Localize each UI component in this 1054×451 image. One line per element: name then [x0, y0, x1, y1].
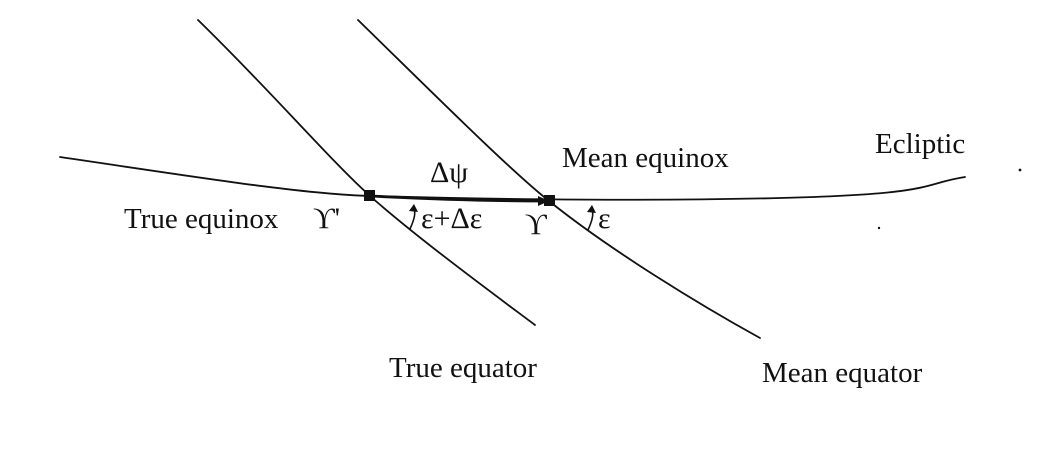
- delta-psi-segment: [369, 194, 550, 203]
- true-obliquity-arrowhead: [409, 204, 418, 212]
- true-equinox-symbol: ϒ': [313, 202, 340, 235]
- ecliptic-label: Ecliptic: [875, 128, 965, 160]
- mean-obliquity-label: ε: [598, 202, 611, 235]
- mean-equinox-symbol: ϒ: [525, 208, 547, 241]
- scan-dot: [1018, 168, 1022, 172]
- true-equinox-point: [364, 190, 375, 201]
- true-equator-curve: [197, 19, 536, 326]
- true-equinox-label: True equinox: [124, 203, 279, 235]
- true-obliquity-label: ε+Δε: [421, 202, 482, 235]
- mean-equinox-point: [544, 195, 555, 206]
- true-equator-label: True equator: [389, 352, 537, 384]
- mean-equinox-label: Mean equinox: [562, 142, 729, 174]
- mean-equator-curve: [357, 19, 761, 339]
- delta-psi-label: Δψ: [430, 156, 468, 189]
- mean-equator-label: Mean equator: [762, 357, 923, 389]
- scan-dot: [877, 226, 881, 230]
- mean-obliquity-arrowhead: [587, 205, 596, 213]
- ecliptic-curve: [59, 156, 966, 201]
- delta-psi-arrowhead: [538, 196, 549, 206]
